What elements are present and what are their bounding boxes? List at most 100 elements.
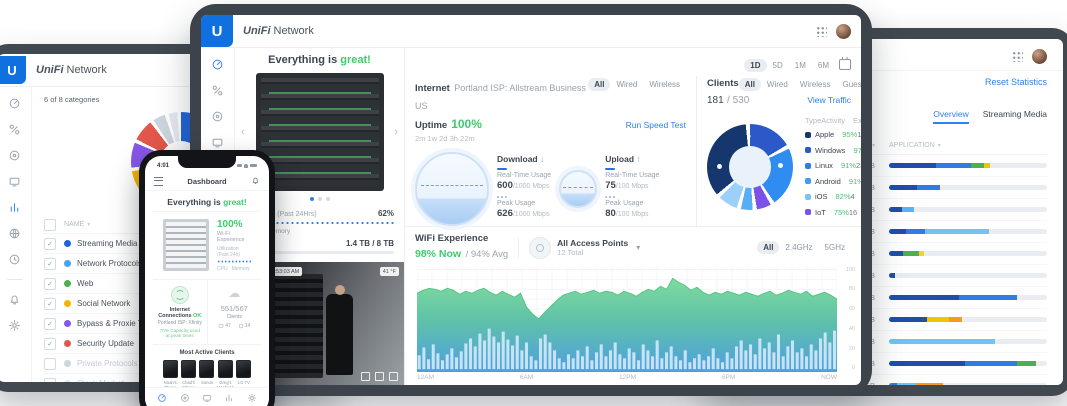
client-type-row[interactable]: IoT 75% 16 xyxy=(805,205,857,221)
peak-label: Peak Usage xyxy=(605,200,644,207)
column-activity[interactable]: Activity xyxy=(821,116,846,125)
carousel-dots[interactable] xyxy=(245,197,394,201)
bell-icon[interactable] xyxy=(251,172,260,190)
dashboard-icon[interactable] xyxy=(211,58,224,71)
traffic-bar-segment xyxy=(906,229,926,234)
camera-snapshot-icon[interactable] xyxy=(375,372,384,381)
filter-1m[interactable]: 1M xyxy=(794,61,806,70)
clients-card[interactable]: ☁ 551/567 Clients 47 14 xyxy=(206,280,262,344)
row-checkbox[interactable]: ✓ xyxy=(44,277,56,290)
column-type[interactable]: Type xyxy=(805,116,822,125)
filter-all[interactable]: All xyxy=(588,78,611,91)
client-type-row[interactable]: iOS 82% 4 xyxy=(805,189,855,205)
row-checkbox[interactable]: ✓ xyxy=(44,337,56,350)
map-icon[interactable] xyxy=(8,227,21,240)
select-all-checkbox[interactable] xyxy=(44,218,56,231)
client-type-row[interactable]: Windows 97% 24 xyxy=(805,143,861,159)
row-checkbox[interactable]: ✓ xyxy=(44,237,56,250)
phone-screen: 4:01 Dashboard Everything is great! 100% xyxy=(145,156,269,406)
client-type-row[interactable]: Apple 95% 116 xyxy=(805,127,861,143)
tools-icon[interactable] xyxy=(211,84,224,97)
apps-grid-icon[interactable] xyxy=(816,25,827,37)
column-application[interactable]: APPLICATION ▾ xyxy=(889,141,941,149)
filter-wireless[interactable]: Wireless xyxy=(799,80,831,89)
bell-icon[interactable] xyxy=(8,293,21,306)
clients-filters: All Wired Wireless Guest xyxy=(738,78,861,91)
filter-all[interactable]: All xyxy=(757,241,780,254)
filter-guest[interactable]: Guest xyxy=(842,80,861,89)
filter-all[interactable]: All xyxy=(738,78,761,91)
utilization-value: 62% xyxy=(377,209,394,218)
radar-icon[interactable] xyxy=(211,110,224,123)
chart-x-axis: 12AM 6AM 12PM 6PM NOW xyxy=(405,372,861,385)
ap-selector[interactable]: All Access Points 12 Total ▾ xyxy=(529,236,640,259)
column-experience[interactable]: Experience xyxy=(853,116,861,125)
clients-section: Clients AllWiredWirelessGuest 181 / 530 … xyxy=(697,76,861,226)
traffic-bar xyxy=(889,273,1047,278)
row-checkbox[interactable] xyxy=(44,357,56,370)
x-tick-label: 6AM xyxy=(519,374,534,381)
dashboard-icon[interactable] xyxy=(8,97,21,110)
filter-2-4ghz[interactable]: 2.4GHz xyxy=(785,243,813,252)
row-checkbox[interactable] xyxy=(44,377,56,382)
apple-icon xyxy=(717,164,723,170)
reset-statistics-link[interactable]: Reset Statistics xyxy=(984,77,1047,87)
devices-icon[interactable] xyxy=(211,136,224,149)
traffic-bar xyxy=(889,229,1047,234)
filter-1d[interactable]: 1D xyxy=(744,59,767,72)
apps-grid-icon[interactable] xyxy=(1012,51,1023,62)
filter-wireless[interactable]: Wireless xyxy=(649,80,680,89)
active-client-item: Chad's iPhone xyxy=(180,360,198,390)
column-name[interactable]: NAME ▾ xyxy=(64,221,91,228)
clock-icon[interactable] xyxy=(8,253,21,266)
tab-streaming-media[interactable]: Streaming Media xyxy=(982,109,1047,119)
client-type-row[interactable]: Linux 91% 23 xyxy=(805,158,861,174)
devices-icon[interactable] xyxy=(202,393,212,403)
row-checkbox[interactable]: ✓ xyxy=(44,297,56,310)
traffic-bar-segment xyxy=(889,339,995,344)
avatar[interactable] xyxy=(1032,49,1047,64)
avatar[interactable] xyxy=(836,23,851,39)
client-type-row[interactable]: Android 91% 19 xyxy=(805,174,861,190)
calendar-icon[interactable] xyxy=(839,56,851,70)
internet-card-title: Internet Connections xyxy=(158,307,192,319)
carousel-prev-icon[interactable]: ‹ xyxy=(241,126,245,139)
devices-icon[interactable] xyxy=(8,175,21,188)
traffic-bar-segment xyxy=(889,207,902,212)
gear-icon[interactable] xyxy=(8,319,21,332)
upload-arrow-icon: ↑ xyxy=(636,154,641,164)
traffic-bar-segment xyxy=(949,317,962,322)
radar-icon[interactable] xyxy=(8,149,21,162)
row-checkbox[interactable]: ✓ xyxy=(44,257,56,270)
tools-icon[interactable] xyxy=(8,123,21,136)
category-color-dot xyxy=(64,340,71,347)
wifi-avg-value: / 94% Avg xyxy=(465,249,509,260)
traffic-bar-segment xyxy=(896,383,916,385)
internet-card[interactable]: Internet Connections OK Portland ISP: Xf… xyxy=(153,280,207,344)
menu-icon[interactable] xyxy=(154,176,163,186)
x-tick-label: 12AM xyxy=(417,374,434,381)
carousel-next-icon[interactable]: › xyxy=(394,126,398,139)
run-speed-test-link[interactable]: Run Speed Test xyxy=(625,120,686,130)
realtime-legend-tick xyxy=(605,168,616,170)
storage-value: 1.4 TB / 8 TB xyxy=(345,239,394,248)
category-name: Social Network xyxy=(77,299,131,308)
client-thumbnail xyxy=(199,360,215,378)
statistics-icon[interactable] xyxy=(224,393,234,403)
gear-icon[interactable] xyxy=(247,393,257,403)
camera-fullscreen-icon[interactable] xyxy=(389,372,398,381)
filter-wired[interactable]: Wired xyxy=(616,80,638,89)
radar-icon[interactable] xyxy=(180,393,190,403)
view-traffic-link[interactable]: View Traffic xyxy=(807,95,851,105)
dashboard-icon[interactable] xyxy=(157,393,167,403)
filter-5d[interactable]: 5D xyxy=(772,61,783,70)
filter-6m[interactable]: 6M xyxy=(817,61,829,70)
statistics-icon[interactable] xyxy=(8,201,21,214)
status-time: 4:01 xyxy=(157,162,170,169)
filter-wired[interactable]: Wired xyxy=(766,80,788,89)
tab-overview[interactable]: Overview xyxy=(933,109,969,124)
filter-5ghz[interactable]: 5GHz xyxy=(824,243,845,252)
row-checkbox[interactable]: ✓ xyxy=(44,317,56,330)
camera-mic-icon[interactable] xyxy=(361,372,370,381)
center-tablet-bezel: U UniFi Network Everything is great! ‹ xyxy=(190,4,872,396)
